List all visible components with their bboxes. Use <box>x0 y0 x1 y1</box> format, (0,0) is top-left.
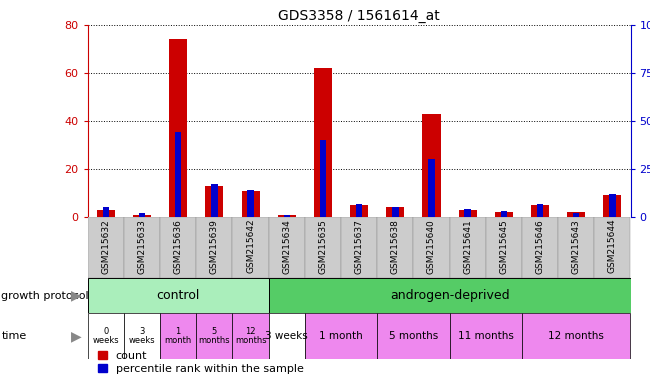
Bar <box>428 159 435 217</box>
Bar <box>169 40 187 217</box>
Text: ▶: ▶ <box>71 329 81 343</box>
Text: GSM215645: GSM215645 <box>499 219 508 273</box>
Text: GSM215646: GSM215646 <box>536 219 545 273</box>
Text: GSM215642: GSM215642 <box>246 219 255 273</box>
Bar <box>160 313 196 359</box>
Bar <box>88 217 124 278</box>
Bar <box>283 215 290 217</box>
Bar <box>233 313 268 359</box>
Bar <box>558 217 594 278</box>
Text: GSM215640: GSM215640 <box>427 219 436 273</box>
Text: GSM215644: GSM215644 <box>608 219 617 273</box>
Text: GSM215635: GSM215635 <box>318 219 328 274</box>
Legend: count, percentile rank within the sample: count, percentile rank within the sample <box>94 346 308 379</box>
Bar <box>138 213 146 217</box>
Bar <box>175 132 181 217</box>
Bar <box>211 184 218 217</box>
Bar <box>341 217 377 278</box>
Bar <box>160 217 196 278</box>
Text: GSM215633: GSM215633 <box>138 219 146 274</box>
Bar <box>486 217 522 278</box>
Bar <box>413 217 450 278</box>
Bar <box>522 313 630 359</box>
Text: 12
months: 12 months <box>235 327 266 345</box>
Text: GSM215638: GSM215638 <box>391 219 400 274</box>
Bar <box>459 210 476 217</box>
Text: time: time <box>1 331 27 341</box>
Bar <box>320 140 326 217</box>
Text: GSM215641: GSM215641 <box>463 219 472 273</box>
Text: 11 months: 11 months <box>458 331 514 341</box>
Bar <box>500 211 507 217</box>
Bar <box>314 68 332 217</box>
Bar <box>603 195 621 217</box>
Text: GSM215639: GSM215639 <box>210 219 219 274</box>
Bar <box>537 204 543 217</box>
Bar <box>196 217 233 278</box>
Text: 5 months: 5 months <box>389 331 438 341</box>
Text: growth protocol: growth protocol <box>1 291 89 301</box>
Bar <box>97 210 115 217</box>
Text: 0
weeks: 0 weeks <box>92 327 119 345</box>
Bar <box>133 215 151 217</box>
Bar <box>495 212 513 217</box>
Bar <box>377 217 413 278</box>
Bar <box>350 205 368 217</box>
Bar <box>305 217 341 278</box>
Bar <box>356 204 363 217</box>
Bar <box>278 215 296 217</box>
Text: 5
months: 5 months <box>199 327 230 345</box>
Bar <box>205 186 224 217</box>
Text: 3
weeks: 3 weeks <box>129 327 155 345</box>
Bar <box>196 313 233 359</box>
Bar <box>567 212 585 217</box>
Bar <box>386 207 404 217</box>
Bar <box>531 205 549 217</box>
Bar <box>522 217 558 278</box>
Text: GSM215632: GSM215632 <box>101 219 111 273</box>
Text: GSM215637: GSM215637 <box>355 219 363 274</box>
Bar <box>103 207 109 217</box>
Bar <box>242 190 259 217</box>
Bar <box>88 313 124 359</box>
Text: 1
month: 1 month <box>164 327 192 345</box>
Text: androgen-deprived: androgen-deprived <box>390 289 510 302</box>
Bar <box>422 114 441 217</box>
Text: ▶: ▶ <box>71 289 81 303</box>
Text: 12 months: 12 months <box>549 331 604 341</box>
Bar <box>233 217 268 278</box>
Bar <box>377 313 450 359</box>
Bar <box>268 278 630 313</box>
Text: GSM215643: GSM215643 <box>572 219 580 273</box>
Bar <box>124 313 160 359</box>
Text: 1 month: 1 month <box>319 331 363 341</box>
Text: GSM215634: GSM215634 <box>282 219 291 273</box>
Bar <box>573 213 580 217</box>
Bar <box>124 217 160 278</box>
Bar <box>392 207 398 217</box>
Bar <box>609 194 616 217</box>
Title: GDS3358 / 1561614_at: GDS3358 / 1561614_at <box>278 8 440 23</box>
Bar <box>450 217 486 278</box>
Text: control: control <box>157 289 200 302</box>
Bar <box>88 278 268 313</box>
Bar <box>268 217 305 278</box>
Bar <box>305 313 377 359</box>
Text: 3 weeks: 3 weeks <box>265 331 308 341</box>
Bar <box>464 209 471 217</box>
Text: GSM215636: GSM215636 <box>174 219 183 274</box>
Bar <box>247 190 254 217</box>
Bar <box>594 217 630 278</box>
Bar <box>268 313 305 359</box>
Bar <box>450 313 522 359</box>
